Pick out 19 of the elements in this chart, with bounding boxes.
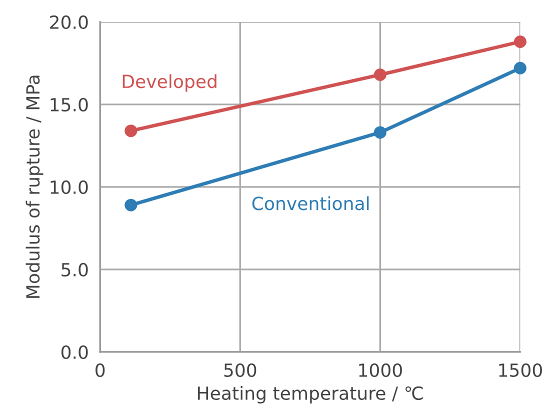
x-tick-label: 1500 (499, 363, 542, 377)
y-tick-label: 10.0 (50, 180, 88, 194)
point (124, 124, 138, 138)
point (514, 62, 526, 74)
y-tick-label: 5.0 (62, 262, 88, 277)
x-tick-label: 500 (224, 363, 256, 377)
point (374, 126, 386, 139)
y-tick-label: 0.0 (61, 345, 88, 360)
x-tick-label: 0 (96, 363, 105, 377)
y-axis-title: Modulus of rupture / MPa (26, 76, 44, 298)
y-tick-label: 15.0 (50, 98, 88, 112)
y-tick-label: 20.0 (50, 15, 88, 30)
point (374, 68, 386, 81)
series-label: Developed (122, 74, 216, 92)
point (514, 35, 526, 48)
point (124, 198, 138, 212)
x-axis-title: Heating temperature / ℃ (198, 386, 423, 404)
x-tick-label: 1000 (359, 363, 402, 377)
series-label: Conventional (252, 196, 369, 210)
